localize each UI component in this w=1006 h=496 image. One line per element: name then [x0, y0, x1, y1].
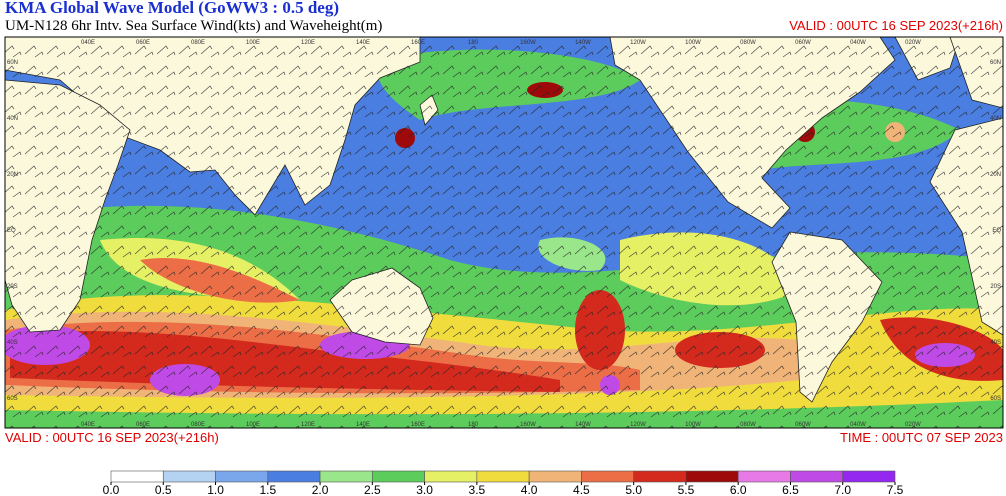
colorbar-bin — [215, 470, 269, 483]
valid-time-bottom: VALID : 00UTC 16 SEP 2023(+216h) — [5, 430, 219, 445]
map — [5, 37, 1003, 428]
lon-label-top: 080E — [191, 40, 205, 46]
colorbar-label: 0.5 — [155, 483, 172, 496]
lon-label-top: 020W — [905, 40, 921, 46]
colorbar-bin — [476, 470, 530, 483]
colorbar-bin — [633, 470, 687, 483]
lon-label-top: 100E — [246, 40, 260, 46]
lon-label-bottom: 160E — [411, 422, 425, 428]
lon-label-bottom: 100E — [246, 422, 260, 428]
wind-barbs — [5, 37, 1003, 428]
colorbar-bin — [110, 470, 164, 483]
lon-label-top: 120W — [630, 40, 646, 46]
lon-label-top: 060E — [136, 40, 150, 46]
lon-label-top: 100W — [685, 40, 701, 46]
lat-label-left: 20N — [7, 172, 18, 178]
colorbar-bin — [372, 470, 425, 483]
lon-label-top: 040E — [81, 40, 95, 46]
lat-label-left: 60N — [7, 60, 18, 66]
lat-label-left: EQ — [7, 228, 16, 234]
colorbar-label: 7.5 — [887, 483, 904, 496]
lon-label-top: 120E — [301, 40, 315, 46]
colorbar-label: 7.0 — [834, 483, 851, 496]
colorbar-bin — [581, 470, 634, 483]
lat-label-left: 40N — [7, 116, 18, 122]
lon-label-bottom: 080E — [191, 422, 205, 428]
colorbar-bin — [267, 470, 321, 483]
valid-time-top: VALID : 00UTC 16 SEP 2023(+216h) — [789, 18, 1003, 33]
lon-label-bottom: 040W — [850, 422, 866, 428]
colorbar-label: 0.0 — [103, 483, 120, 496]
colorbar-bin — [685, 470, 739, 483]
lon-label-bottom: 100W — [685, 422, 701, 428]
lon-label-bottom: 040E — [81, 422, 95, 428]
map-frame — [4, 36, 1004, 429]
lon-label-top: 140E — [356, 40, 370, 46]
colorbar-bin — [319, 470, 373, 483]
lon-label-bottom: 020W — [905, 422, 921, 428]
lat-labels: 60N 60N 40N 40N 20N 20N EQ EQ 20S 20S 40S 40S 60S 60S — [7, 60, 1001, 402]
colorbar-label: 3.5 — [469, 483, 486, 496]
colorbar-label: 2.0 — [312, 483, 329, 496]
lat-label-right: 40N — [990, 116, 1001, 122]
lon-label-bottom: 120E — [301, 422, 315, 428]
init-time: TIME : 00UTC 07 SEP 2023 — [840, 430, 1003, 445]
lat-label-right: EQ — [992, 228, 1001, 234]
subtitle: UM-N128 6hr Intv. Sea Surface Wind(kts) … — [5, 18, 382, 34]
lon-label-bottom: 140E — [356, 422, 370, 428]
lon-label-top: 060W — [795, 40, 811, 46]
lon-label-bottom: 060W — [795, 422, 811, 428]
lat-label-right: 20S — [990, 284, 1001, 290]
colorbar-label: 1.5 — [259, 483, 276, 496]
lat-label-right: 60S — [990, 396, 1001, 402]
lon-label-top: 040W — [850, 40, 866, 46]
lat-label-right: 20N — [990, 172, 1001, 178]
colorbar-label: 5.5 — [678, 483, 695, 496]
colorbar-label: 1.0 — [207, 483, 224, 496]
colorbar-label: 4.0 — [521, 483, 538, 496]
colorbar-bin — [528, 470, 582, 483]
lon-label-bottom: 140W — [575, 422, 591, 428]
colorbar-label: 6.0 — [730, 483, 747, 496]
colorbar-bin — [424, 470, 478, 483]
lat-label-right: 60N — [990, 60, 1001, 66]
colorbar-label: 2.5 — [364, 483, 381, 496]
lon-label-top: 160E — [411, 40, 425, 46]
lon-label-bottom: 180 — [468, 422, 479, 428]
lon-label-bottom: 120W — [630, 422, 646, 428]
colorbar-bin — [162, 470, 216, 483]
lon-label-bottom: 160W — [520, 422, 536, 428]
lon-label-bottom: 080W — [740, 422, 756, 428]
colorbar-label: 6.5 — [782, 483, 799, 496]
lon-label-top: 180 — [468, 40, 479, 46]
colorbar: 0.0 0.5 1.0 1.5 2.0 2.5 3.0 3.5 4.0 4.5 5.0 5.5 6.0 6… — [103, 470, 904, 496]
lat-label-right: 40S — [990, 340, 1001, 346]
colorbar-bin — [842, 470, 896, 483]
lat-label-left: 20S — [7, 284, 18, 290]
colorbar-label: 4.5 — [573, 483, 590, 496]
colorbar-label: 3.0 — [416, 483, 433, 496]
colorbar-bin — [790, 470, 844, 483]
lon-label-top: 160W — [520, 40, 536, 46]
lon-label-top: 080W — [740, 40, 756, 46]
title: KMA Global Wave Model (GoWW3 : 0.5 deg) — [5, 0, 339, 17]
lat-label-left: 60S — [7, 396, 18, 402]
lon-label-top: 140W — [575, 40, 591, 46]
colorbar-bin — [737, 470, 791, 483]
colorbar-label: 5.0 — [625, 483, 642, 496]
lon-labels: 040E 040E 060E 060E 080E 080E 100E 100E 120E 120E… — [81, 40, 921, 428]
lat-label-left: 40S — [7, 340, 18, 346]
lon-label-bottom: 060E — [136, 422, 150, 428]
